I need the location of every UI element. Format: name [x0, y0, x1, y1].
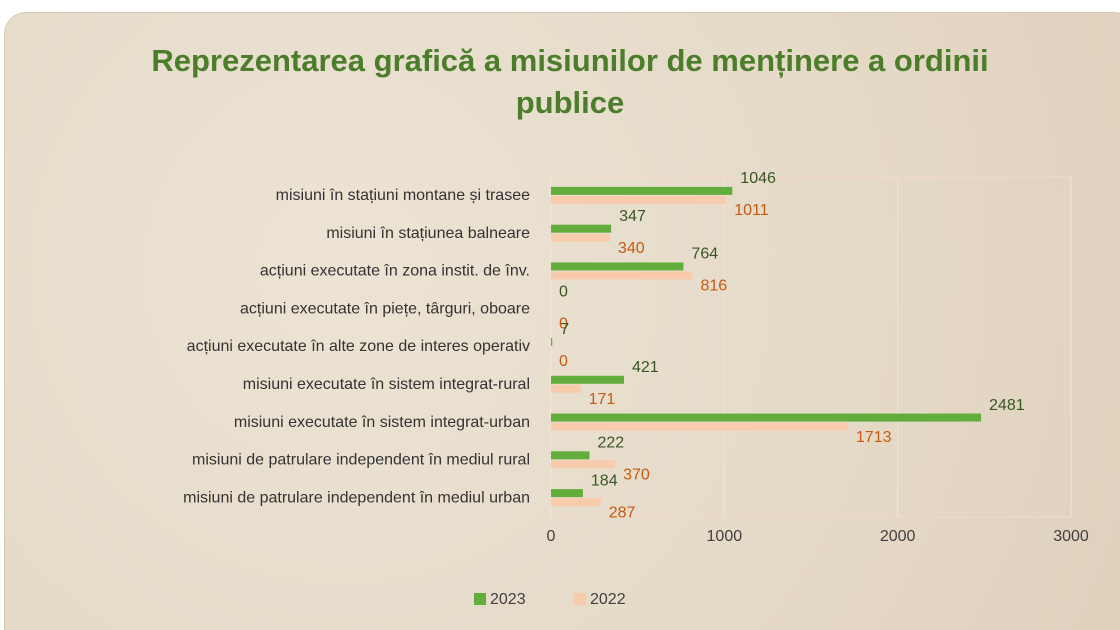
y-tick-label: misiuni în stațiuni montane și trasee [276, 187, 530, 204]
bar [551, 375, 624, 384]
value-label: 0 [559, 283, 568, 300]
value-label: 0 [559, 353, 568, 370]
value-label: 1713 [856, 429, 892, 446]
value-label: 370 [623, 467, 650, 484]
bar [551, 186, 733, 195]
value-label: 287 [609, 504, 636, 521]
value-label: 1011 [734, 202, 769, 219]
value-label: 347 [619, 208, 646, 225]
value-label: 0 [559, 315, 568, 332]
y-tick-label: misiuni de patrulare independent în medi… [192, 452, 530, 469]
bar [551, 338, 553, 346]
bar [551, 262, 684, 271]
value-label: 764 [691, 246, 718, 263]
value-label: 1046 [740, 170, 776, 187]
bar [551, 195, 727, 204]
value-label: 184 [591, 472, 618, 489]
chart-background [4, 12, 1120, 630]
bar [551, 271, 693, 280]
y-tick-label: misiuni de patrulare independent în medi… [183, 489, 530, 506]
legend-label: 2023 [490, 591, 526, 608]
value-label: 171 [589, 391, 616, 408]
chart-title: Reprezentarea grafică a misiunilor de me… [151, 43, 989, 120]
y-tick-label: misiuni în stațiunea balneare [326, 225, 530, 242]
value-label: 222 [597, 435, 624, 452]
value-label: 2481 [989, 397, 1025, 414]
bar [551, 422, 848, 431]
y-tick-label: acțiuni executate în piețe, târguri, obo… [240, 300, 530, 317]
y-tick-label: misiuni executate în sistem integrat-rur… [243, 376, 530, 393]
y-tick-label: misiuni executate în sistem integrat-urb… [234, 414, 530, 431]
y-tick-label: acțiuni executate în zona instit. de înv… [260, 263, 530, 280]
bar [551, 224, 612, 233]
x-tick-label: 0 [547, 528, 556, 545]
x-tick-label: 1000 [707, 528, 743, 545]
x-tick-label: 2000 [880, 528, 916, 545]
bar [551, 413, 982, 422]
value-label: 816 [700, 278, 727, 295]
bar [551, 384, 581, 393]
legend-swatch [574, 593, 586, 605]
value-label: 421 [632, 359, 659, 376]
bar [551, 498, 601, 507]
value-label: 340 [618, 240, 645, 257]
legend-swatch [474, 593, 486, 605]
bar [551, 233, 610, 242]
value-label: 7 [560, 321, 569, 338]
x-tick-label: 3000 [1053, 528, 1089, 545]
bar [551, 451, 590, 460]
bar [551, 489, 583, 498]
bar [551, 460, 616, 469]
y-tick-label: acțiuni executate în alte zone de intere… [187, 338, 530, 355]
legend-label: 2022 [590, 591, 626, 608]
